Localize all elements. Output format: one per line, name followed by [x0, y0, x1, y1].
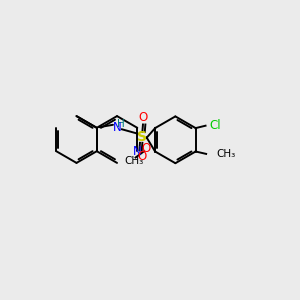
Text: O: O: [137, 150, 146, 164]
Text: O: O: [142, 142, 151, 155]
Text: O: O: [138, 111, 148, 124]
Text: CH₃: CH₃: [124, 156, 143, 166]
Text: Cl: Cl: [209, 119, 221, 132]
Text: N: N: [133, 145, 142, 158]
Text: CH₃: CH₃: [217, 149, 236, 159]
Text: N: N: [112, 121, 121, 134]
Text: S: S: [137, 130, 147, 144]
Text: H: H: [117, 119, 124, 129]
